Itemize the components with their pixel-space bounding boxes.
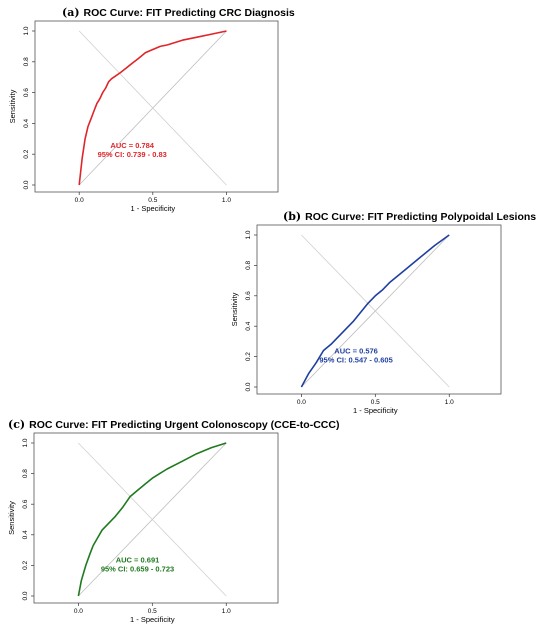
reference-antidiagonal bbox=[78, 30, 227, 186]
auc-label: AUC = 0.691 bbox=[116, 555, 160, 564]
y-tick-label: 0.4 bbox=[245, 321, 252, 330]
x-tick-label: 0.5 bbox=[148, 197, 157, 204]
y-tick-label: 0.6 bbox=[245, 291, 252, 300]
panel-tag: (b) bbox=[283, 210, 301, 223]
x-tick-label: 0.0 bbox=[75, 197, 84, 204]
ci-label: 95% CI: 0.739 - 0.83 bbox=[98, 150, 167, 159]
x-tick-label: 0.5 bbox=[148, 608, 157, 615]
panel-title: ROC Curve: FIT Predicting Polypoidal Les… bbox=[305, 211, 536, 223]
plot-frame bbox=[256, 224, 502, 395]
roc-curve bbox=[300, 234, 450, 388]
chart-title: (b) ROC Curve: FIT Predicting Polypoidal … bbox=[283, 210, 536, 223]
y-tick-label: 0.8 bbox=[245, 261, 252, 270]
x-tick-label: 1.0 bbox=[222, 608, 231, 615]
y-tick-label: 0.2 bbox=[245, 352, 252, 361]
roc-curve bbox=[77, 442, 227, 597]
y-tick-label: 0.8 bbox=[22, 469, 29, 478]
roc-panel-c: (c) ROC Curve: FIT Predicting Urgent Colo… bbox=[7, 418, 339, 624]
x-tick-label: 0.0 bbox=[74, 608, 83, 615]
y-axis-label: Sensitivity bbox=[230, 292, 239, 326]
y-tick-label: 0.4 bbox=[22, 530, 29, 539]
y-tick-label: 0.0 bbox=[245, 382, 252, 391]
y-tick-label: 0.0 bbox=[23, 180, 30, 189]
x-axis-label: 1 - Specificity bbox=[130, 615, 175, 624]
y-tick-label: 1.0 bbox=[23, 26, 30, 35]
y-tick-label: 1.0 bbox=[245, 230, 252, 239]
y-axis-label: Sensitivity bbox=[8, 89, 17, 123]
x-axis-label: 1 - Specificity bbox=[353, 406, 398, 415]
chart-title: (a) ROC Curve: FIT Predicting CRC Diagnos… bbox=[62, 6, 295, 19]
panel-title: ROC Curve: FIT Predicting CRC Diagnosis bbox=[84, 7, 295, 19]
y-tick-label: 0.8 bbox=[23, 57, 30, 66]
chart-title: (c) ROC Curve: FIT Predicting Urgent Colo… bbox=[8, 418, 339, 431]
y-tick-label: 0.2 bbox=[23, 149, 30, 158]
auc-label: AUC = 0.576 bbox=[334, 347, 378, 356]
plot-frame bbox=[34, 20, 279, 193]
x-tick-label: 0.5 bbox=[371, 399, 380, 406]
reference-antidiagonal bbox=[78, 442, 227, 597]
panel-tag: (a) bbox=[62, 6, 80, 19]
y-axis-label: Sensitivity bbox=[7, 501, 16, 535]
auc-label: AUC = 0.784 bbox=[110, 141, 154, 150]
y-tick-label: 0.6 bbox=[23, 88, 30, 97]
roc-curve bbox=[78, 30, 227, 186]
y-tick-label: 0.4 bbox=[23, 119, 30, 128]
y-tick-label: 0.0 bbox=[22, 591, 29, 600]
y-tick-label: 1.0 bbox=[22, 438, 29, 447]
x-tick-label: 1.0 bbox=[222, 197, 231, 204]
y-tick-label: 0.2 bbox=[22, 561, 29, 570]
y-tick-label: 0.6 bbox=[22, 499, 29, 508]
x-tick-label: 1.0 bbox=[445, 399, 454, 406]
ci-label: 95% CI: 0.547 - 0.605 bbox=[319, 356, 392, 365]
panel-title: ROC Curve: FIT Predicting Urgent Colonos… bbox=[29, 419, 339, 431]
panel-tag: (c) bbox=[8, 418, 25, 431]
plot-frame bbox=[33, 432, 279, 604]
ci-label: 95% CI: 0.659 - 0.723 bbox=[101, 564, 174, 573]
roc-panel-b: (b) ROC Curve: FIT Predicting Polypoidal … bbox=[230, 210, 536, 415]
reference-antidiagonal bbox=[301, 234, 450, 388]
x-axis-label: 1 - Specificity bbox=[131, 204, 176, 213]
x-tick-label: 0.0 bbox=[297, 399, 306, 406]
roc-panel-a: (a) ROC Curve: FIT Predicting CRC Diagnos… bbox=[8, 6, 295, 213]
